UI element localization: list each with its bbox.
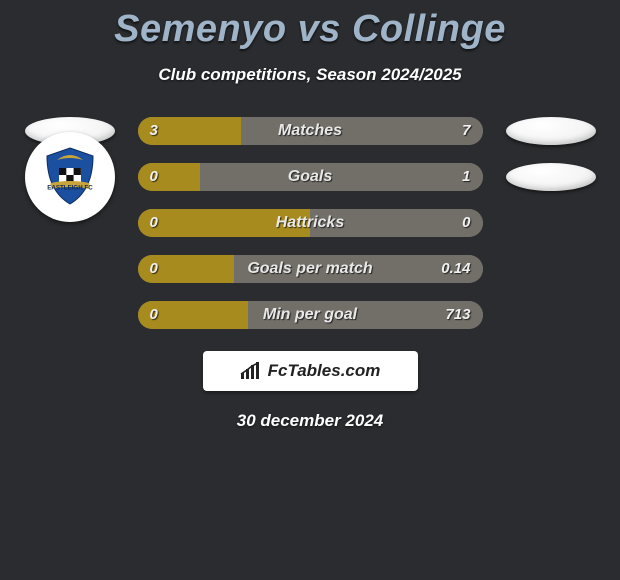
stat-bar: 01Goals: [138, 163, 483, 191]
right-player-ellipse: [506, 117, 596, 145]
page-title: Semenyo vs Collinge: [0, 0, 620, 51]
stat-label: Hattricks: [138, 209, 483, 237]
footer-brand-text: FcTables.com: [268, 361, 381, 381]
stat-label: Goals: [138, 163, 483, 191]
footer-brand-badge: FcTables.com: [203, 351, 418, 391]
stat-label: Min per goal: [138, 301, 483, 329]
subtitle: Club competitions, Season 2024/2025: [0, 65, 620, 85]
stat-bar: 00Hattricks: [138, 209, 483, 237]
stat-bar: 00.14Goals per match: [138, 255, 483, 283]
stat-row: EASTLEIGH FC 01Goals: [0, 163, 620, 191]
right-side-slot: [501, 117, 601, 145]
crest-svg: EASTLEIGH FC: [35, 142, 105, 212]
stat-row: 00.14Goals per match: [0, 255, 620, 283]
stat-row: 00Hattricks: [0, 209, 620, 237]
stat-bar: 37Matches: [138, 117, 483, 145]
date-text: 30 december 2024: [0, 411, 620, 431]
bar-chart-icon: [240, 362, 262, 380]
crest-text: EASTLEIGH FC: [47, 185, 93, 192]
comparison-rows: 37Matches EASTLEIGH FC 01Goals 00Hattricks 0…: [0, 117, 620, 329]
stat-label: Matches: [138, 117, 483, 145]
right-player-ellipse: [506, 163, 596, 191]
right-side-slot: [501, 163, 601, 191]
stat-bar: 0713Min per goal: [138, 301, 483, 329]
stat-label: Goals per match: [138, 255, 483, 283]
stat-row: 0713Min per goal: [0, 301, 620, 329]
